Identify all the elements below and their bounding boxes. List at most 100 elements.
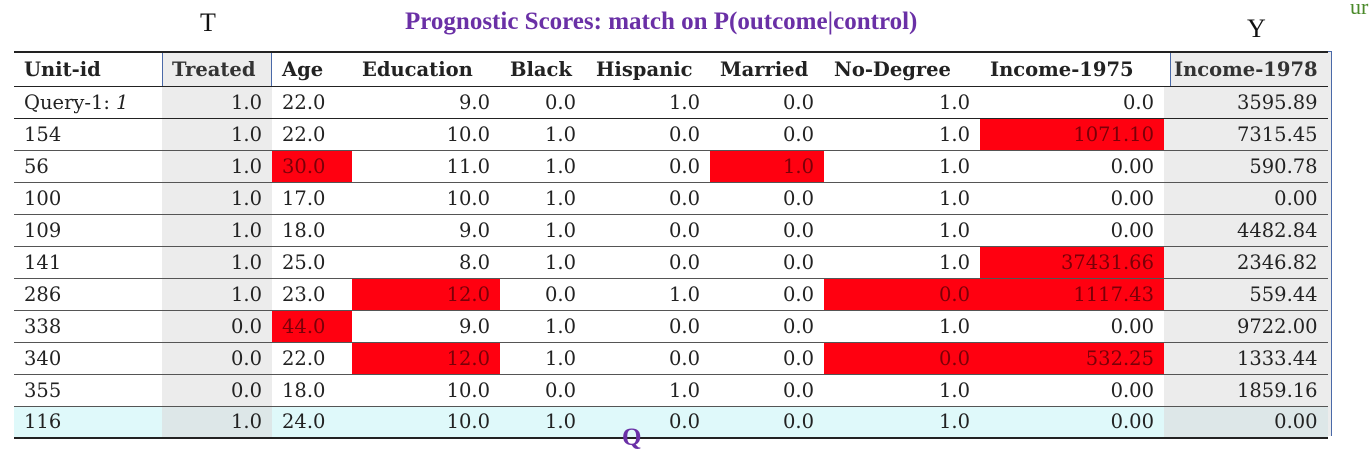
cell-no-degree: 1.0 — [938, 186, 970, 210]
column-header-no-degree: No-Degree — [834, 57, 951, 81]
unit-id-text: 338 — [24, 314, 62, 338]
cell-hispanic: 0.0 — [668, 314, 700, 338]
column-header-married: Married — [720, 57, 809, 81]
query-row: Query-1: 1 1.0 22.0 9.0 0.0 1.0 0.0 1.0 0.0 3595.8… — [14, 86, 1328, 118]
unit-id-text: Query-1: — [24, 90, 110, 114]
cell-hispanic: 0.0 — [668, 346, 700, 370]
cell-treated: 1.0 — [162, 118, 272, 150]
cell-married: 0.0 — [782, 186, 814, 210]
unit-id-text: 154 — [24, 122, 62, 146]
column-header-income-1978: Income-1978 — [1174, 57, 1318, 81]
unit-id-text: 100 — [24, 186, 62, 210]
column-header-hispanic: Hispanic — [596, 57, 693, 81]
cell-no-degree: 1.0 — [938, 122, 970, 146]
column-header-black: Black — [510, 57, 572, 81]
column-header-education: Education — [362, 57, 473, 81]
cell-income-1975: 532.25 — [980, 342, 1164, 374]
cell-hispanic: 0.0 — [668, 186, 700, 210]
cell-married: 0.0 — [782, 122, 814, 146]
cell-black: 1.0 — [544, 186, 576, 210]
column-header-age: Age — [282, 57, 324, 81]
cell-age: 18.0 — [282, 378, 326, 402]
cell-income-1978: 590.78 — [1164, 150, 1328, 182]
cell-income-1975: 1071.10 — [980, 118, 1164, 150]
cell-hispanic: 0.0 — [668, 218, 700, 242]
cell-income-1975: 0.0 — [1122, 90, 1154, 114]
unit-id-text: 286 — [24, 282, 62, 306]
treatment-marker: T — [200, 8, 216, 37]
cell-income-1978: 1333.44 — [1164, 342, 1328, 374]
unit-id-text: 340 — [24, 346, 62, 370]
cell-married: 0.0 — [782, 314, 814, 338]
cell-no-degree: 1.0 — [938, 218, 970, 242]
column-header-unit-id: Unit-id — [24, 57, 101, 81]
cell-no-degree: 1.0 — [938, 154, 970, 178]
cell-married: 0.0 — [782, 90, 814, 114]
cell-black: 1.0 — [544, 346, 576, 370]
unit-id-text: 116 — [24, 410, 62, 434]
cell-age: 30.0 — [272, 150, 352, 182]
data-table: Unit-id Treated Age Education Black Hispanic M… — [14, 51, 1328, 439]
cell-education: 8.0 — [458, 250, 490, 274]
cell-treated: 1.0 — [162, 182, 272, 214]
cell-income-1978: 4482.84 — [1164, 214, 1328, 246]
cell-no-degree: 1.0 — [938, 410, 970, 434]
unit-id-cell: 340 — [14, 342, 162, 374]
cell-hispanic: 0.0 — [668, 250, 700, 274]
cell-age: 24.0 — [282, 410, 326, 434]
cell-married: 0.0 — [782, 218, 814, 242]
cell-age: 22.0 — [282, 90, 326, 114]
cell-education: 10.0 — [446, 410, 490, 434]
cell-treated: 1.0 — [162, 86, 272, 118]
cell-age: 25.0 — [282, 250, 326, 274]
query-index: 1 — [116, 90, 129, 114]
unit-id-text: 109 — [24, 218, 62, 242]
corner-text-fragment: ur — [1350, 0, 1369, 19]
cell-married: 0.0 — [782, 282, 814, 306]
cell-education: 9.0 — [458, 314, 490, 338]
table-row: 286 1.0 23.0 12.0 0.0 1.0 0.0 0.0 1117.43 559.44 — [14, 278, 1328, 310]
cell-income-1975: 37431.66 — [980, 246, 1164, 278]
unit-id-cell: 109 — [14, 214, 162, 246]
cell-income-1978: 1859.16 — [1164, 374, 1328, 406]
cell-education: 12.0 — [352, 278, 500, 310]
cell-income-1978: 2346.82 — [1164, 246, 1328, 278]
cell-hispanic: 1.0 — [668, 282, 700, 306]
cell-income-1978: 0.00 — [1164, 182, 1328, 214]
cell-education: 9.0 — [458, 218, 490, 242]
cell-black: 0.0 — [544, 378, 576, 402]
table-row: 355 0.0 18.0 10.0 0.0 1.0 0.0 1.0 0.00 1859.16 — [14, 374, 1328, 406]
cell-black: 1.0 — [544, 218, 576, 242]
cell-treated: 0.0 — [162, 374, 272, 406]
cell-hispanic: 0.0 — [668, 122, 700, 146]
cell-education: 10.0 — [446, 186, 490, 210]
cell-black: 1.0 — [544, 154, 576, 178]
table-row: 109 1.0 18.0 9.0 1.0 0.0 0.0 1.0 0.00 4482.84 — [14, 214, 1328, 246]
cell-treated: 0.0 — [162, 342, 272, 374]
cell-no-degree: 1.0 — [938, 378, 970, 402]
cell-treated: 0.0 — [162, 310, 272, 342]
cell-income-1975: 0.00 — [1110, 154, 1154, 178]
table-row: 340 0.0 22.0 12.0 1.0 0.0 0.0 0.0 532.25 1333.44 — [14, 342, 1328, 374]
cell-age: 17.0 — [282, 186, 326, 210]
cell-education: 10.0 — [446, 122, 490, 146]
cell-education: 12.0 — [352, 342, 500, 374]
outcome-marker: Y — [1247, 14, 1266, 43]
table-row: 56 1.0 30.0 11.0 1.0 0.0 1.0 1.0 0.00 590.78 — [14, 150, 1328, 182]
cell-age: 18.0 — [282, 218, 326, 242]
cell-married: 0.0 — [782, 250, 814, 274]
cell-black: 1.0 — [544, 122, 576, 146]
cell-income-1978: 0.00 — [1164, 406, 1328, 438]
cell-black: 1.0 — [544, 410, 576, 434]
unit-id-text: 56 — [24, 154, 49, 178]
cell-no-degree: 1.0 — [938, 90, 970, 114]
cell-black: 1.0 — [544, 250, 576, 274]
unit-id-cell: 116 — [14, 406, 162, 438]
cell-hispanic: 0.0 — [668, 154, 700, 178]
unit-id-cell: 141 — [14, 246, 162, 278]
cell-age: 22.0 — [282, 346, 326, 370]
cell-income-1978: 559.44 — [1164, 278, 1328, 310]
cell-no-degree: 1.0 — [938, 314, 970, 338]
unit-id-text: 355 — [24, 378, 62, 402]
cell-age: 44.0 — [272, 310, 352, 342]
